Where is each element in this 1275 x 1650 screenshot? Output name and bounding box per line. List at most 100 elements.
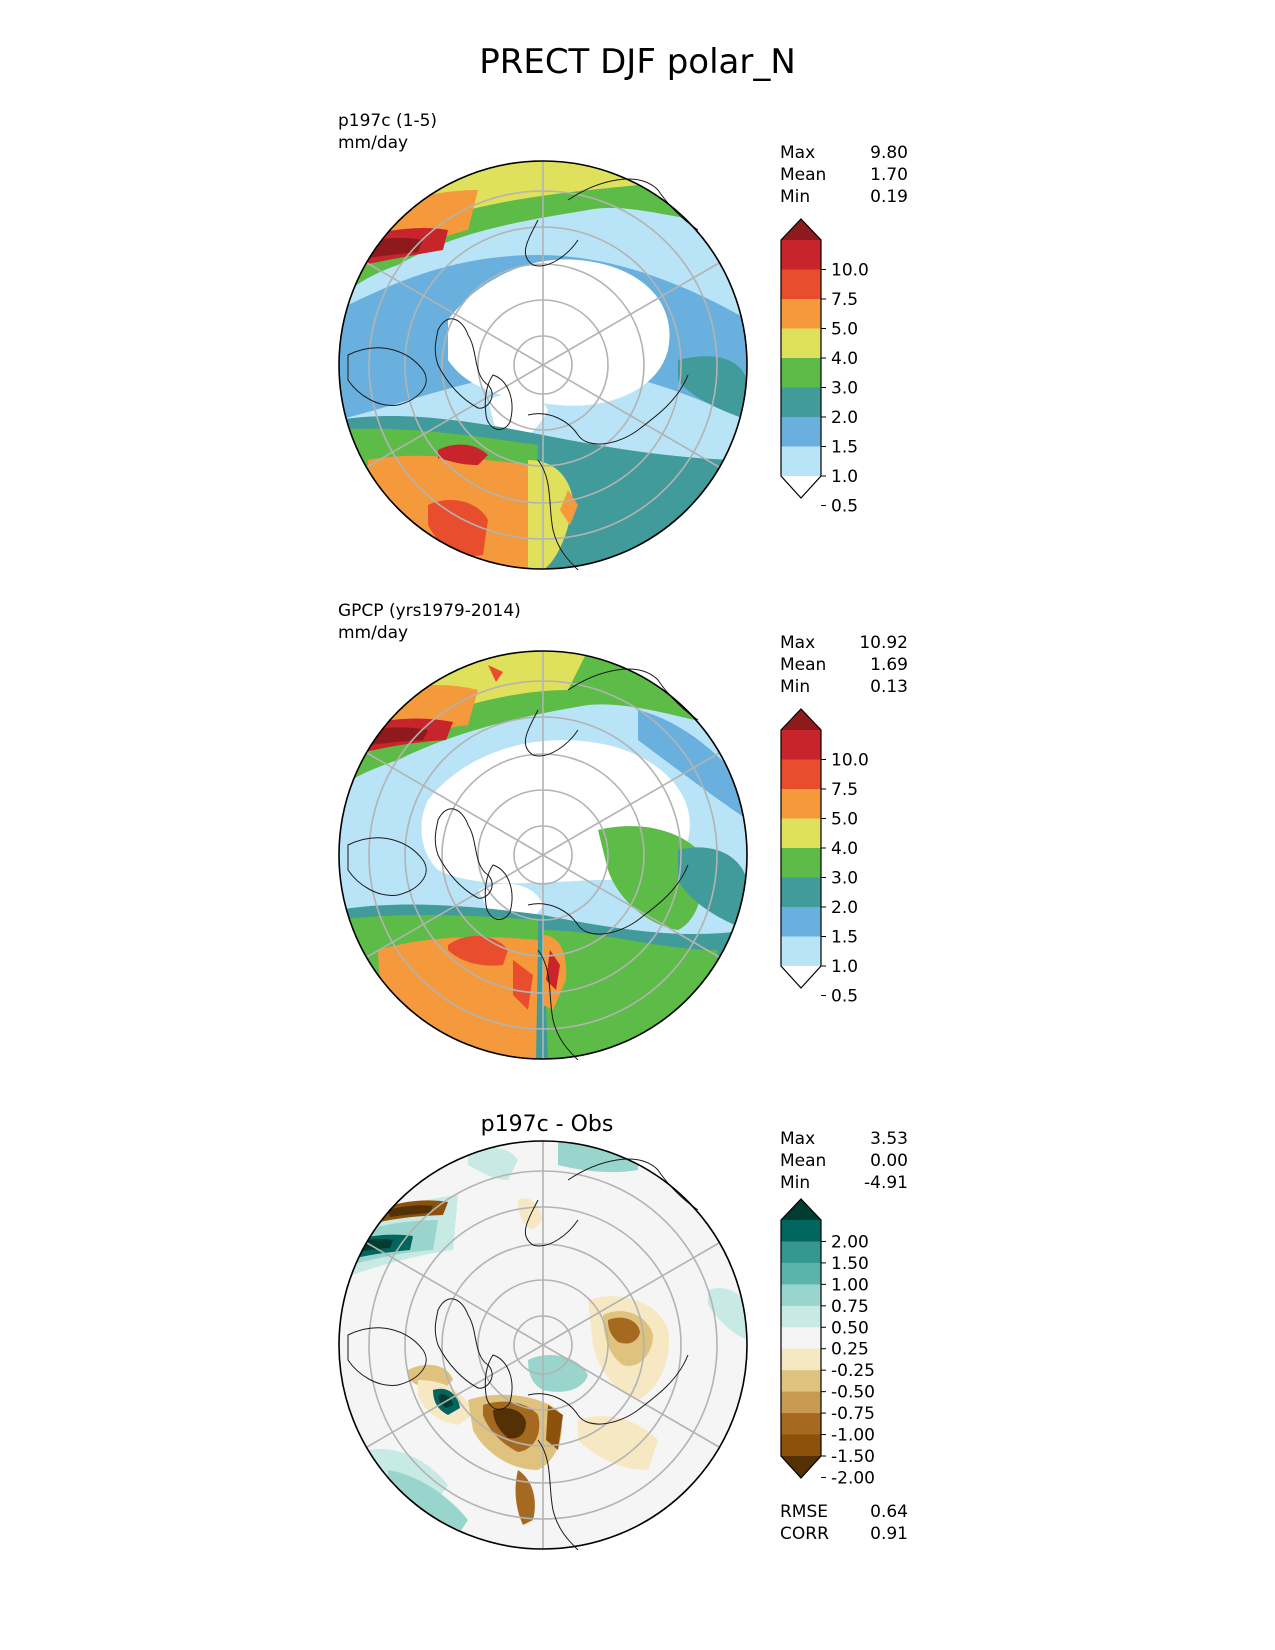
colorbar-segment xyxy=(781,877,821,908)
colorbar-tick-label: 1.0 xyxy=(831,957,858,977)
stat-max-row: Max 3.53 xyxy=(780,1128,908,1150)
stat-mean-row: Mean 1.70 xyxy=(780,164,908,186)
colorbar-segment xyxy=(781,818,821,849)
stat-value: 0.00 xyxy=(870,1151,908,1171)
panel-model-stats: Max 9.80 Mean 1.70 Min 0.19 xyxy=(780,142,908,208)
metric-value: 0.64 xyxy=(870,1502,908,1522)
colorbar-tick-label: 1.0 xyxy=(831,467,858,487)
colorbar-tick-label: 2.00 xyxy=(831,1232,869,1252)
colorbar-tick-label: -0.75 xyxy=(831,1404,875,1424)
panel-model-case-name: p197c (1-5) xyxy=(338,111,438,131)
metric-rmse-row: RMSE 0.64 xyxy=(780,1501,908,1523)
colorbar-segment xyxy=(781,759,821,790)
metric-value: 0.91 xyxy=(870,1524,908,1544)
panel-model-units: mm/day xyxy=(338,133,409,153)
panel-diff-metrics: RMSE 0.64 CORR 0.91 xyxy=(780,1501,908,1545)
colorbar-extend-min xyxy=(781,966,821,988)
colorbar-tick-label: 4.0 xyxy=(831,349,858,369)
colorbar-segment xyxy=(781,907,821,937)
colorbar-segment xyxy=(781,240,821,270)
figure-title: PRECT DJF polar_N xyxy=(479,42,796,82)
colorbar-segment xyxy=(781,1327,821,1350)
map-boundary xyxy=(338,1140,748,1550)
colorbar-diff-ticks: 2.001.501.000.750.500.25-0.25-0.50-0.75-… xyxy=(821,1232,875,1488)
stat-value: 0.13 xyxy=(870,677,908,697)
colorbar-tick-label: -0.50 xyxy=(831,1383,875,1403)
panel-obs-dataset-name: GPCP (yrs1979-2014) xyxy=(338,601,521,621)
stat-min-row: Min 0.13 xyxy=(780,676,908,698)
colorbar-segment xyxy=(781,1241,821,1264)
colorbar-segment xyxy=(781,1262,821,1285)
metric-corr-row: CORR 0.91 xyxy=(780,1523,908,1545)
colorbar-segment xyxy=(781,1413,821,1436)
colorbar-segment xyxy=(781,1391,821,1414)
colorbar-tick-label: 1.5 xyxy=(831,438,858,458)
metric-label: RMSE xyxy=(780,1502,829,1522)
colorbar-tick-label: 7.5 xyxy=(831,290,858,310)
colorbar-segment xyxy=(781,1220,821,1242)
colorbar-model: 10.0 7.5 5.0 4.0 3.0 2.0 1.5 1.0 0.5 xyxy=(780,218,869,517)
colorbar-extend-max xyxy=(781,709,821,730)
colorbar-segment xyxy=(781,1370,821,1393)
graticule xyxy=(366,1141,720,1549)
colorbar-segment xyxy=(781,789,821,819)
colorbar-tick-label: 5.0 xyxy=(831,320,858,340)
colorbar-tick-label: 2.0 xyxy=(831,898,858,918)
panel-obs-units: mm/day xyxy=(338,623,409,643)
colorbar-tick-label: 0.5 xyxy=(831,497,858,517)
colorbar-segment xyxy=(781,848,821,878)
colorbar-extend-max xyxy=(781,1199,821,1220)
stat-value: 1.69 xyxy=(870,655,908,675)
colorbar-tick-label: -0.25 xyxy=(831,1361,875,1381)
colorbar-obs-segments xyxy=(780,708,822,989)
panel-obs-stats: Max 10.92 Mean 1.69 Min 0.13 xyxy=(780,632,908,698)
colorbar-segment xyxy=(781,730,821,760)
colorbar-tick-label: 5.0 xyxy=(831,810,858,830)
colorbar-segment xyxy=(781,1284,821,1307)
panel-model-label: p197c (1-5) mm/day xyxy=(338,110,437,154)
colorbar-tick-label: 0.50 xyxy=(831,1318,869,1338)
colorbar-model-ticks: 10.0 7.5 5.0 4.0 3.0 2.0 1.5 1.0 0.5 xyxy=(821,261,869,517)
colorbar-tick-label: 1.50 xyxy=(831,1254,869,1274)
stat-min-row: Min -4.91 xyxy=(780,1172,908,1194)
stat-max-row: Max 9.80 xyxy=(780,142,908,164)
colorbar-obs: 10.0 7.5 5.0 4.0 3.0 2.0 1.5 1.0 0.5 xyxy=(780,708,869,1007)
colorbar-tick-label: 1.00 xyxy=(831,1275,869,1295)
polar-map-diff xyxy=(338,1140,748,1550)
colorbar-tick-label: -1.50 xyxy=(831,1447,875,1467)
colorbar-segment xyxy=(781,1348,821,1371)
polar-map-obs xyxy=(338,650,748,1060)
stat-label: Mean xyxy=(780,1151,827,1171)
stat-label: Min xyxy=(780,1173,811,1193)
stat-label: Mean xyxy=(780,655,827,675)
stat-value: -4.91 xyxy=(864,1173,908,1193)
colorbar-segment xyxy=(781,1434,821,1457)
colorbar-tick-label: -1.00 xyxy=(831,1426,875,1446)
colorbar-tick-label: 1.5 xyxy=(831,928,858,948)
colorbar-segment xyxy=(781,417,821,447)
coastlines xyxy=(347,1158,699,1550)
colorbar-segment xyxy=(781,328,821,359)
colorbar-segment xyxy=(781,269,821,300)
panel-diff-title: p197c - Obs xyxy=(480,1112,614,1137)
colorbar-model-segments xyxy=(780,218,822,499)
panel-diff-stats: Max 3.53 Mean 0.00 Min -4.91 xyxy=(780,1128,908,1194)
stat-label: Max xyxy=(780,1129,816,1149)
stat-value: 9.80 xyxy=(870,143,908,163)
colorbar-tick-label: 2.0 xyxy=(831,408,858,428)
stat-value: 1.70 xyxy=(870,165,908,185)
stat-max-row: Max 10.92 xyxy=(780,632,908,654)
graticule xyxy=(366,161,720,569)
stat-mean-row: Mean 0.00 xyxy=(780,1150,908,1172)
colorbar-extend-min xyxy=(781,1456,821,1478)
polar-map-model xyxy=(338,160,748,570)
coastlines xyxy=(347,668,699,1060)
colorbar-obs-ticks: 10.0 7.5 5.0 4.0 3.0 2.0 1.5 1.0 0.5 xyxy=(821,751,869,1007)
graticule xyxy=(366,651,720,1059)
colorbar-diff-segments xyxy=(780,1198,822,1479)
stat-label: Max xyxy=(780,633,816,653)
stat-label: Mean xyxy=(780,165,827,185)
stat-label: Min xyxy=(780,187,811,207)
colorbar-tick-label: -2.00 xyxy=(831,1468,875,1488)
stat-mean-row: Mean 1.69 xyxy=(780,654,908,676)
